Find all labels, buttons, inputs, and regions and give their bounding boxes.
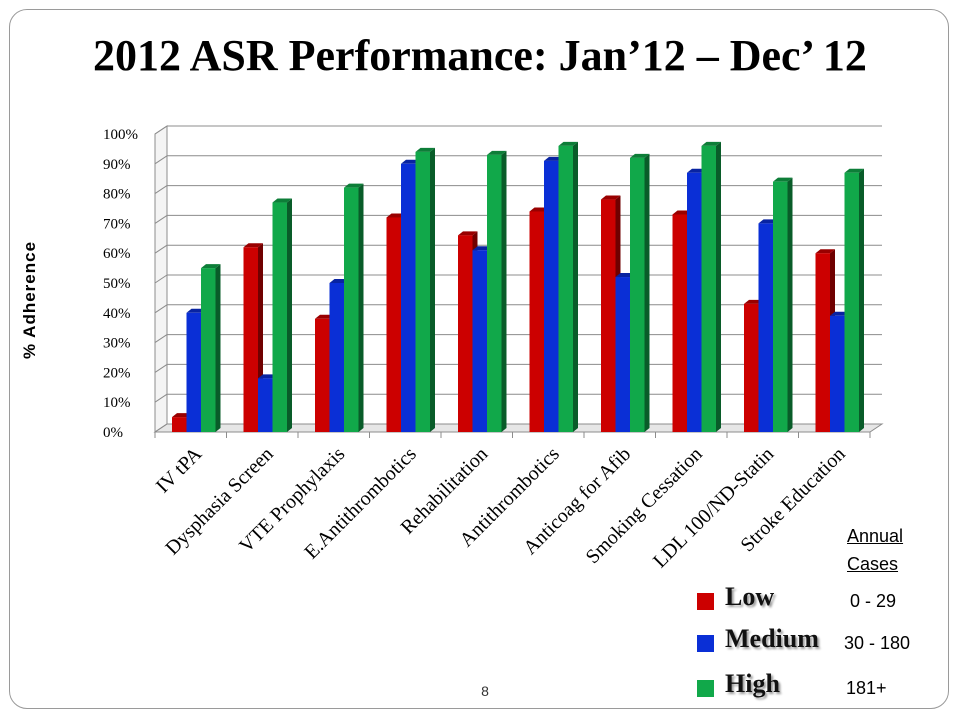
bar-top-high bbox=[630, 153, 650, 158]
y-tick-label: 20% bbox=[103, 365, 131, 381]
bar-top-high bbox=[701, 141, 721, 146]
y-tick-label: 100% bbox=[103, 127, 138, 143]
bar-high bbox=[201, 268, 216, 432]
bar-medium bbox=[687, 172, 702, 433]
legend-swatch-low bbox=[697, 593, 714, 610]
bar-high bbox=[272, 202, 287, 432]
bar-high bbox=[558, 145, 573, 433]
y-tick-label: 10% bbox=[103, 395, 131, 411]
legend-range-high: 181+ bbox=[846, 678, 887, 698]
page-number: 8 bbox=[481, 683, 489, 699]
bar-side-high bbox=[358, 183, 364, 432]
bar-side-high bbox=[430, 147, 435, 432]
bar-medium bbox=[544, 160, 559, 432]
legend-heading: Annual Cases bbox=[847, 522, 903, 578]
y-tick-label: 40% bbox=[103, 306, 131, 322]
gridline-diag bbox=[154, 214, 168, 224]
bar-high bbox=[344, 187, 359, 432]
x-category-label: LDL 100/ND-Statin bbox=[649, 443, 778, 572]
bar-low bbox=[315, 318, 330, 432]
bar-low bbox=[243, 247, 258, 432]
bar-high bbox=[773, 181, 788, 432]
legend-label-medium: Medium bbox=[725, 624, 819, 653]
bar-low bbox=[529, 211, 544, 432]
bar-side-high bbox=[287, 198, 292, 432]
legend-heading-line2: Cases bbox=[847, 554, 899, 574]
bar-top-low bbox=[815, 249, 835, 254]
bar-side-high bbox=[716, 141, 721, 433]
bar-medium bbox=[258, 378, 273, 432]
bar-top-low bbox=[243, 243, 263, 248]
y-tick-label: 90% bbox=[103, 157, 131, 173]
bar-side-high bbox=[787, 177, 793, 432]
y-tick-label: 70% bbox=[103, 216, 131, 232]
bar-high bbox=[415, 151, 430, 432]
legend-range-low: 0 - 29 bbox=[850, 591, 897, 611]
bar-side-high bbox=[644, 153, 650, 432]
legend-swatch-medium bbox=[697, 635, 714, 652]
bar-side-high bbox=[859, 168, 864, 433]
legend-label-low: Low bbox=[725, 582, 775, 611]
bar-medium bbox=[329, 283, 344, 432]
bar-side-high bbox=[573, 141, 578, 433]
bar-high bbox=[630, 157, 645, 432]
bar-low bbox=[386, 217, 401, 432]
bar-low bbox=[601, 199, 616, 432]
gridline-diag bbox=[154, 334, 168, 344]
gridline-diag bbox=[154, 423, 168, 433]
bar-medium bbox=[186, 312, 201, 432]
legend-heading-line1: Annual bbox=[847, 526, 904, 546]
gridline-diag bbox=[154, 274, 168, 284]
y-tick-label: 0% bbox=[103, 425, 123, 441]
bar-top-low bbox=[601, 195, 621, 200]
bar-side-high bbox=[501, 150, 507, 433]
bar-medium bbox=[830, 315, 845, 432]
gridline-diag bbox=[154, 125, 168, 135]
bar-top-high bbox=[344, 183, 364, 188]
gridline-diag bbox=[154, 304, 168, 314]
bar-low bbox=[815, 253, 830, 432]
legend-swatch-high bbox=[697, 680, 714, 697]
bar-top-high bbox=[773, 177, 793, 182]
bar-low bbox=[744, 303, 759, 432]
bar-top-high bbox=[558, 141, 578, 146]
bar-medium bbox=[758, 223, 773, 432]
bar-top-high bbox=[272, 198, 292, 203]
bar-top-high bbox=[487, 150, 507, 155]
bar-low bbox=[458, 235, 473, 432]
bar-high bbox=[844, 172, 859, 433]
gridline-diag bbox=[154, 155, 168, 165]
gridline-diag bbox=[154, 244, 168, 254]
bar-low bbox=[172, 417, 187, 432]
bar-top-high bbox=[844, 168, 864, 173]
y-tick-label: 80% bbox=[103, 187, 131, 203]
bar-medium bbox=[615, 277, 630, 432]
bar-high bbox=[487, 154, 502, 433]
legend-label-high: High bbox=[725, 669, 780, 698]
gridline-diag bbox=[154, 185, 168, 195]
bar-medium bbox=[401, 163, 416, 433]
y-tick-label: 30% bbox=[103, 336, 131, 352]
x-category-label: IV tPA bbox=[152, 443, 207, 498]
y-tick-label: 50% bbox=[103, 276, 131, 292]
bar-top-high bbox=[201, 264, 221, 269]
gridline-diag bbox=[154, 393, 168, 403]
bar-top-low bbox=[458, 231, 478, 236]
page-title: 2012 ASR Performance: Jan’12 – Dec’ 12 bbox=[93, 31, 867, 80]
y-tick-label: 60% bbox=[103, 246, 131, 262]
bar-medium bbox=[472, 250, 487, 432]
bar-top-high bbox=[415, 147, 435, 152]
bar-side-high bbox=[215, 264, 221, 432]
gridline-diag bbox=[154, 363, 168, 373]
legend-range-medium: 30 - 180 bbox=[844, 633, 911, 653]
bar-high bbox=[701, 145, 716, 433]
bar-low bbox=[672, 214, 687, 432]
